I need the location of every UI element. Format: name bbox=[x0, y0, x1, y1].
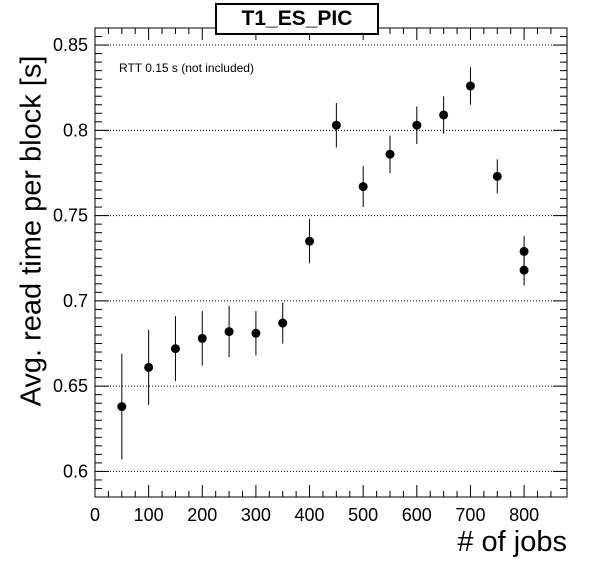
y-tick-label: 0.75 bbox=[53, 206, 88, 226]
data-point bbox=[305, 236, 315, 246]
x-axis-label: # of jobs bbox=[457, 526, 567, 558]
data-point bbox=[117, 402, 127, 412]
tick-labels: 0 100 200 300 400 500 600 700 800 0.6 0.65 0.7 0.75 0… bbox=[53, 35, 539, 525]
data-point bbox=[251, 328, 261, 338]
data-point bbox=[519, 265, 529, 275]
grid-lines bbox=[95, 44, 567, 472]
data-point bbox=[412, 120, 422, 130]
annotation-text: RTT 0.15 s (not included) bbox=[119, 61, 254, 75]
axis-ticks bbox=[94, 27, 567, 497]
data-point bbox=[197, 333, 207, 343]
x-tick-label: 300 bbox=[241, 505, 271, 525]
data-point bbox=[519, 246, 529, 256]
y-axis-label: Avg. read time per block [s] bbox=[15, 55, 48, 407]
y-tick-label: 0.6 bbox=[63, 461, 88, 481]
data-point bbox=[170, 344, 180, 354]
plot-frame bbox=[94, 27, 568, 498]
data-point bbox=[439, 110, 449, 120]
x-tick-label: 700 bbox=[455, 505, 485, 525]
x-tick-label: 100 bbox=[134, 505, 164, 525]
x-tick-label: 200 bbox=[187, 505, 217, 525]
chart-title: T1_ES_PIC bbox=[215, 3, 379, 35]
x-tick-label: 500 bbox=[348, 505, 378, 525]
data-point bbox=[278, 318, 288, 328]
data-point bbox=[144, 362, 154, 372]
x-tick-label: 600 bbox=[402, 505, 432, 525]
data-point bbox=[224, 327, 234, 337]
data-point bbox=[358, 182, 368, 192]
data-point bbox=[331, 120, 341, 130]
x-tick-label: 800 bbox=[509, 505, 539, 525]
data-point bbox=[492, 171, 502, 181]
y-tick-label: 0.85 bbox=[53, 35, 88, 55]
data-point bbox=[385, 149, 395, 159]
x-tick-label: 400 bbox=[295, 505, 325, 525]
data-points bbox=[117, 67, 529, 460]
y-tick-label: 0.7 bbox=[63, 291, 88, 311]
x-tick-label: 0 bbox=[90, 505, 100, 525]
y-tick-label: 0.8 bbox=[63, 120, 88, 140]
data-point bbox=[465, 81, 475, 91]
y-tick-label: 0.65 bbox=[53, 376, 88, 396]
